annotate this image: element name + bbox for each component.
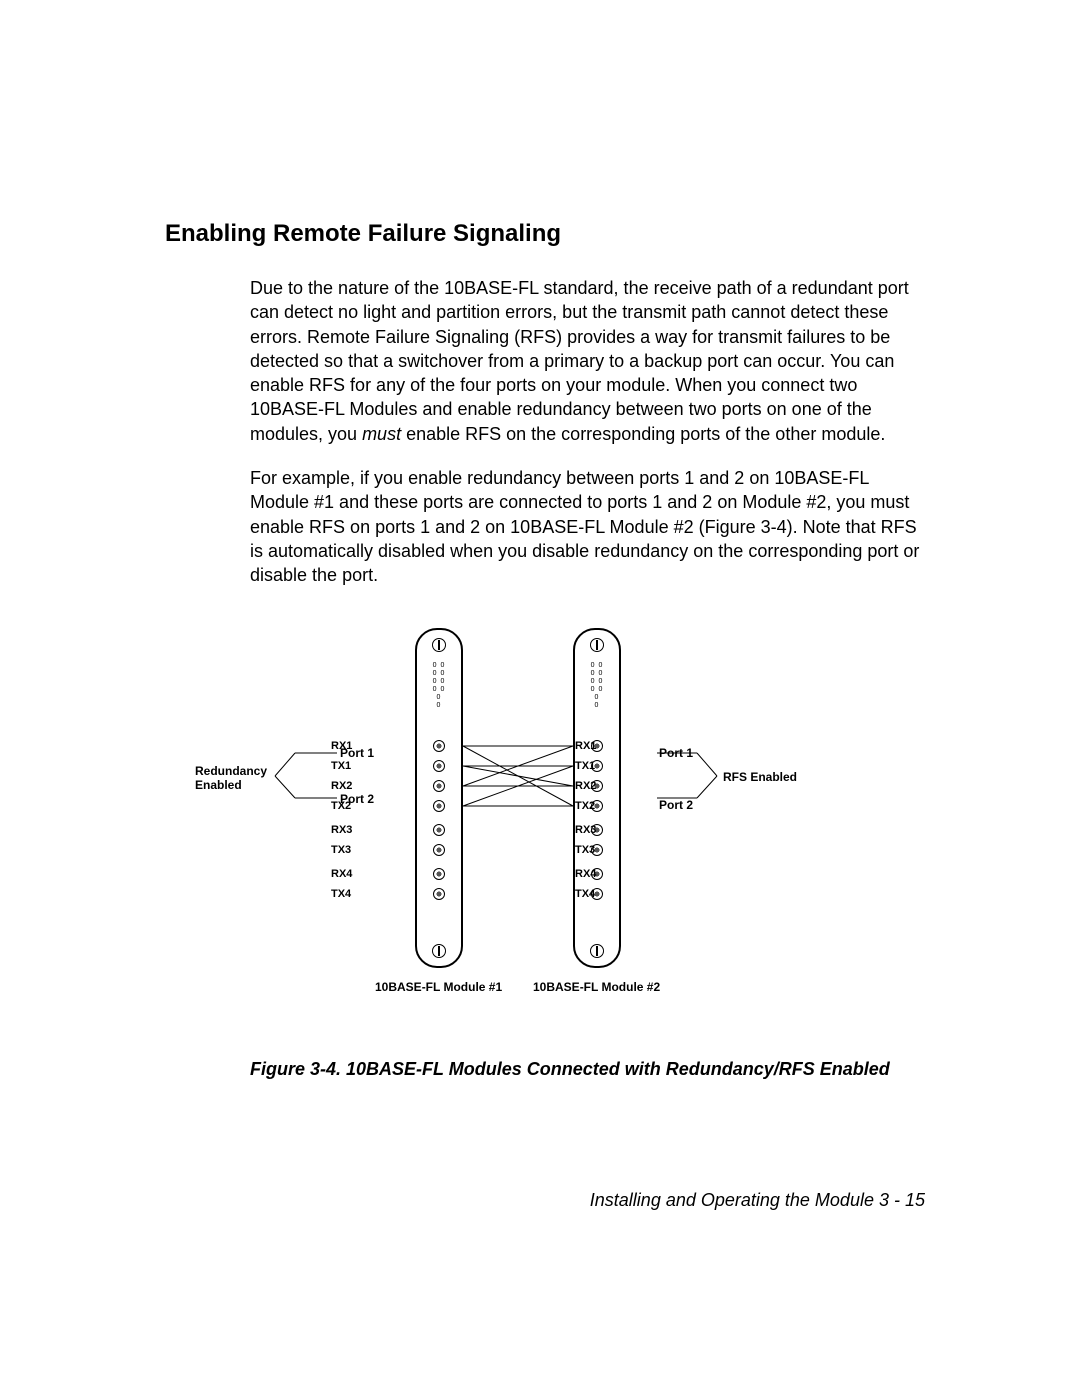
m2-rx2-lbl: RX2 <box>575 780 596 792</box>
paragraph-1: Due to the nature of the 10BASE-FL stand… <box>250 276 925 446</box>
para1-b: enable RFS on the corresponding ports of… <box>401 424 885 444</box>
m2-tx1-lbl: TX1 <box>575 760 595 772</box>
module-2: 0 00 00 00 000 <box>573 628 621 968</box>
m2-tx4-lbl: TX4 <box>575 888 595 900</box>
figure-caption: Figure 3-4. 10BASE-FL Modules Connected … <box>250 1058 925 1081</box>
m2-rx4-lbl: RX4 <box>575 868 596 880</box>
screw-icon <box>590 638 604 652</box>
para1-a: Due to the nature of the 10BASE-FL stand… <box>250 278 909 444</box>
m2-tx2-lbl: TX2 <box>575 800 595 812</box>
figure-diagram: Redundancy Enabled Port 1 Port 2 RFS Ena… <box>165 618 925 1048</box>
led-block: 0 00 00 00 000 <box>433 662 446 710</box>
module2-caption: 10BASE-FL Module #2 <box>533 980 660 994</box>
m2-rx3-lbl: RX3 <box>575 824 596 836</box>
page: Enabling Remote Failure Signaling Due to… <box>165 220 925 1081</box>
connection-wires <box>165 618 925 1018</box>
redundancy-label-1: Redundancy <box>195 764 267 778</box>
module1-caption: 10BASE-FL Module #1 <box>375 980 502 994</box>
led-block: 0 00 00 00 000 <box>591 662 604 710</box>
section-title: Enabling Remote Failure Signaling <box>165 220 925 248</box>
screw-icon <box>590 944 604 958</box>
m2-rx1-lbl: RX1 <box>575 740 596 752</box>
redundancy-label-2: Enabled <box>195 778 242 792</box>
module-1: 0 00 00 00 000 <box>415 628 463 968</box>
screw-icon <box>432 638 446 652</box>
paragraph-2: For example, if you enable redundancy be… <box>250 466 925 587</box>
m2-tx3-lbl: TX3 <box>575 844 595 856</box>
para1-must: must <box>362 424 401 444</box>
screw-icon <box>432 944 446 958</box>
page-footer: Installing and Operating the Module 3 - … <box>590 1190 925 1211</box>
